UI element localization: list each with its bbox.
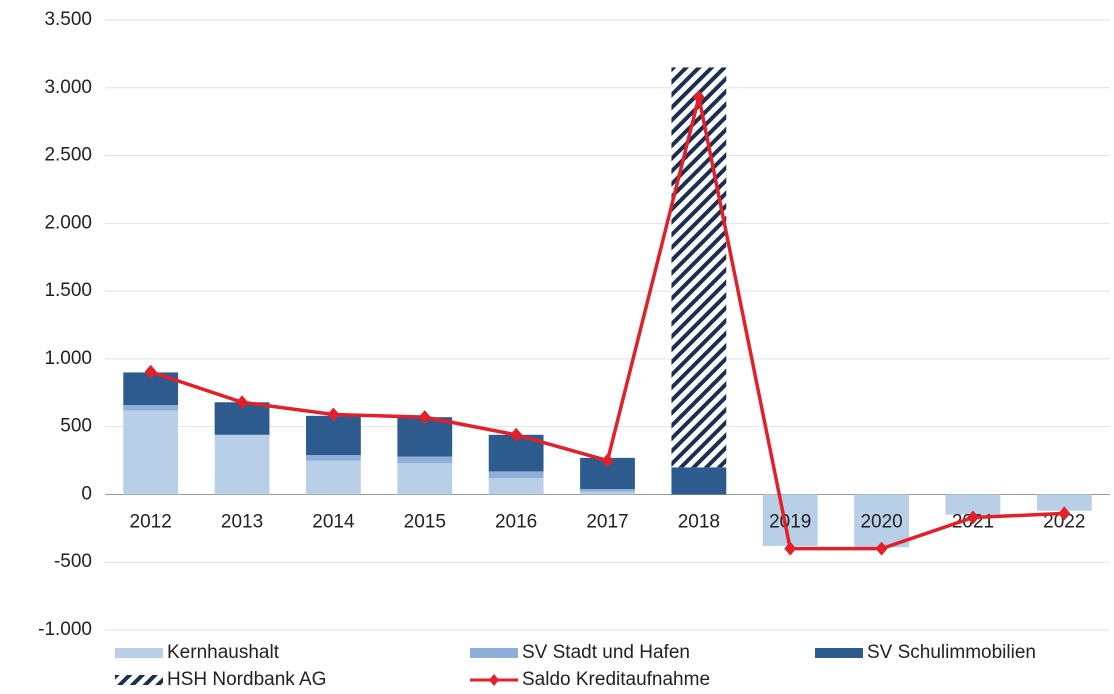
y-tick-label: 3.000: [44, 77, 92, 98]
legend-label: Kernhaushalt: [167, 642, 280, 663]
legend-swatch: [815, 648, 863, 658]
bar: [671, 467, 727, 495]
x-tick-label: 2012: [130, 511, 172, 532]
legend-swatch: [115, 675, 163, 685]
x-tick-label: 2018: [678, 511, 720, 532]
marker: [236, 395, 249, 410]
x-tick-label: 2015: [404, 511, 446, 532]
legend-swatch: [470, 648, 518, 658]
marker: [144, 364, 157, 379]
bar: [580, 489, 635, 492]
marker: [418, 410, 431, 425]
bar: [762, 494, 818, 546]
bar: [306, 455, 361, 461]
bar: [854, 494, 909, 548]
legend-marker: [489, 674, 499, 686]
y-tick-label: 0: [81, 483, 92, 504]
marker: [966, 510, 979, 525]
y-tick-label: 1.500: [44, 280, 92, 301]
x-tick-label: 2014: [312, 511, 355, 532]
bar: [123, 410, 179, 495]
legend-label: SV Stadt und Hafen: [522, 642, 690, 663]
marker: [510, 427, 523, 442]
marker: [327, 407, 340, 422]
bar: [488, 478, 544, 495]
legend-swatch: [115, 648, 163, 658]
bar: [306, 460, 361, 495]
marker: [784, 541, 797, 556]
x-tick-label: 2017: [586, 511, 628, 532]
bar: [397, 456, 453, 464]
legend-label: Saldo Kreditaufnahme: [522, 669, 710, 690]
bar: [671, 67, 727, 468]
y-tick-label: 2.000: [44, 212, 92, 233]
legend-label: SV Schulimmobilien: [867, 642, 1036, 663]
bar: [1036, 494, 1092, 511]
y-tick-label: -500: [54, 551, 92, 572]
y-tick-label: 2.500: [44, 145, 92, 166]
bar: [397, 463, 453, 495]
y-tick-label: 500: [60, 416, 92, 437]
bar: [306, 415, 361, 456]
y-tick-label: 1.000: [44, 348, 92, 369]
x-tick-label: 2013: [221, 511, 263, 532]
bar: [580, 491, 635, 495]
legend-label: HSH Nordbank AG: [167, 669, 326, 690]
bar: [488, 471, 544, 479]
x-tick-label: 2022: [1043, 511, 1085, 532]
bar: [123, 404, 179, 411]
y-tick-label: 3.500: [44, 9, 92, 30]
marker: [601, 453, 614, 468]
x-tick-label: 2019: [769, 511, 811, 532]
marker: [692, 90, 705, 105]
bar: [945, 494, 1001, 515]
bar: [214, 434, 270, 495]
x-tick-label: 2020: [860, 511, 902, 532]
x-tick-label: 2016: [495, 511, 537, 532]
marker: [875, 541, 888, 556]
y-tick-label: -1.000: [38, 619, 92, 640]
marker: [1058, 506, 1071, 521]
